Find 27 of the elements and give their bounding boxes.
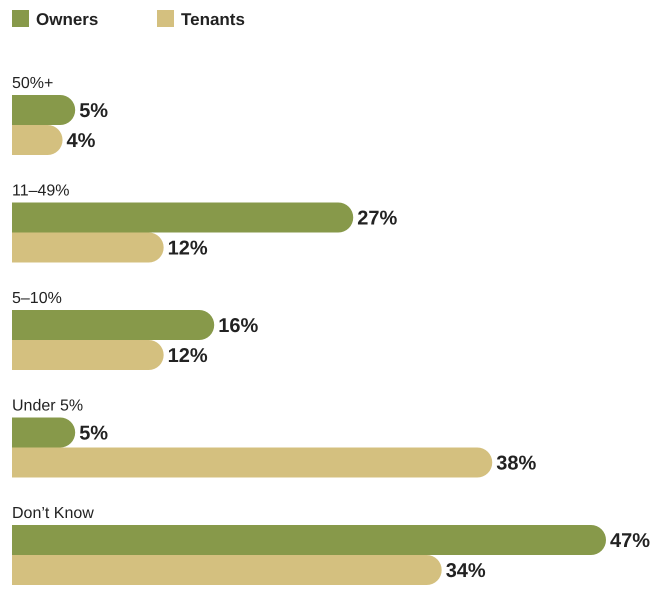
- bar: [12, 202, 354, 232]
- legend-label: Owners: [36, 10, 98, 29]
- y-tick-label: 11–49%: [12, 182, 70, 200]
- bar: [12, 418, 76, 448]
- bar: [12, 555, 442, 585]
- data-label: 5%: [79, 100, 108, 122]
- data-label: 27%: [357, 208, 398, 230]
- data-label: 4%: [66, 130, 96, 152]
- data-label: 38%: [496, 452, 536, 474]
- bar: [12, 525, 606, 555]
- y-tick-label: Under 5%: [12, 398, 84, 414]
- bar: [12, 340, 164, 370]
- data-label: 12%: [168, 345, 208, 367]
- data-label: 16%: [218, 315, 258, 337]
- y-tick-label: Don’t Know: [12, 505, 94, 522]
- bar: [12, 95, 76, 125]
- data-label: 34%: [446, 560, 486, 582]
- y-tick-label: 5–10%: [12, 290, 62, 307]
- bar: [12, 448, 492, 478]
- data-label: 5%: [79, 422, 108, 444]
- bar: [12, 232, 164, 262]
- y-tick-label: 50%+: [12, 75, 54, 92]
- bar: [12, 125, 63, 155]
- legend-label: Tenants: [181, 10, 245, 29]
- data-label: 12%: [168, 238, 208, 260]
- bar: [12, 310, 214, 340]
- data-label: 47%: [610, 530, 650, 552]
